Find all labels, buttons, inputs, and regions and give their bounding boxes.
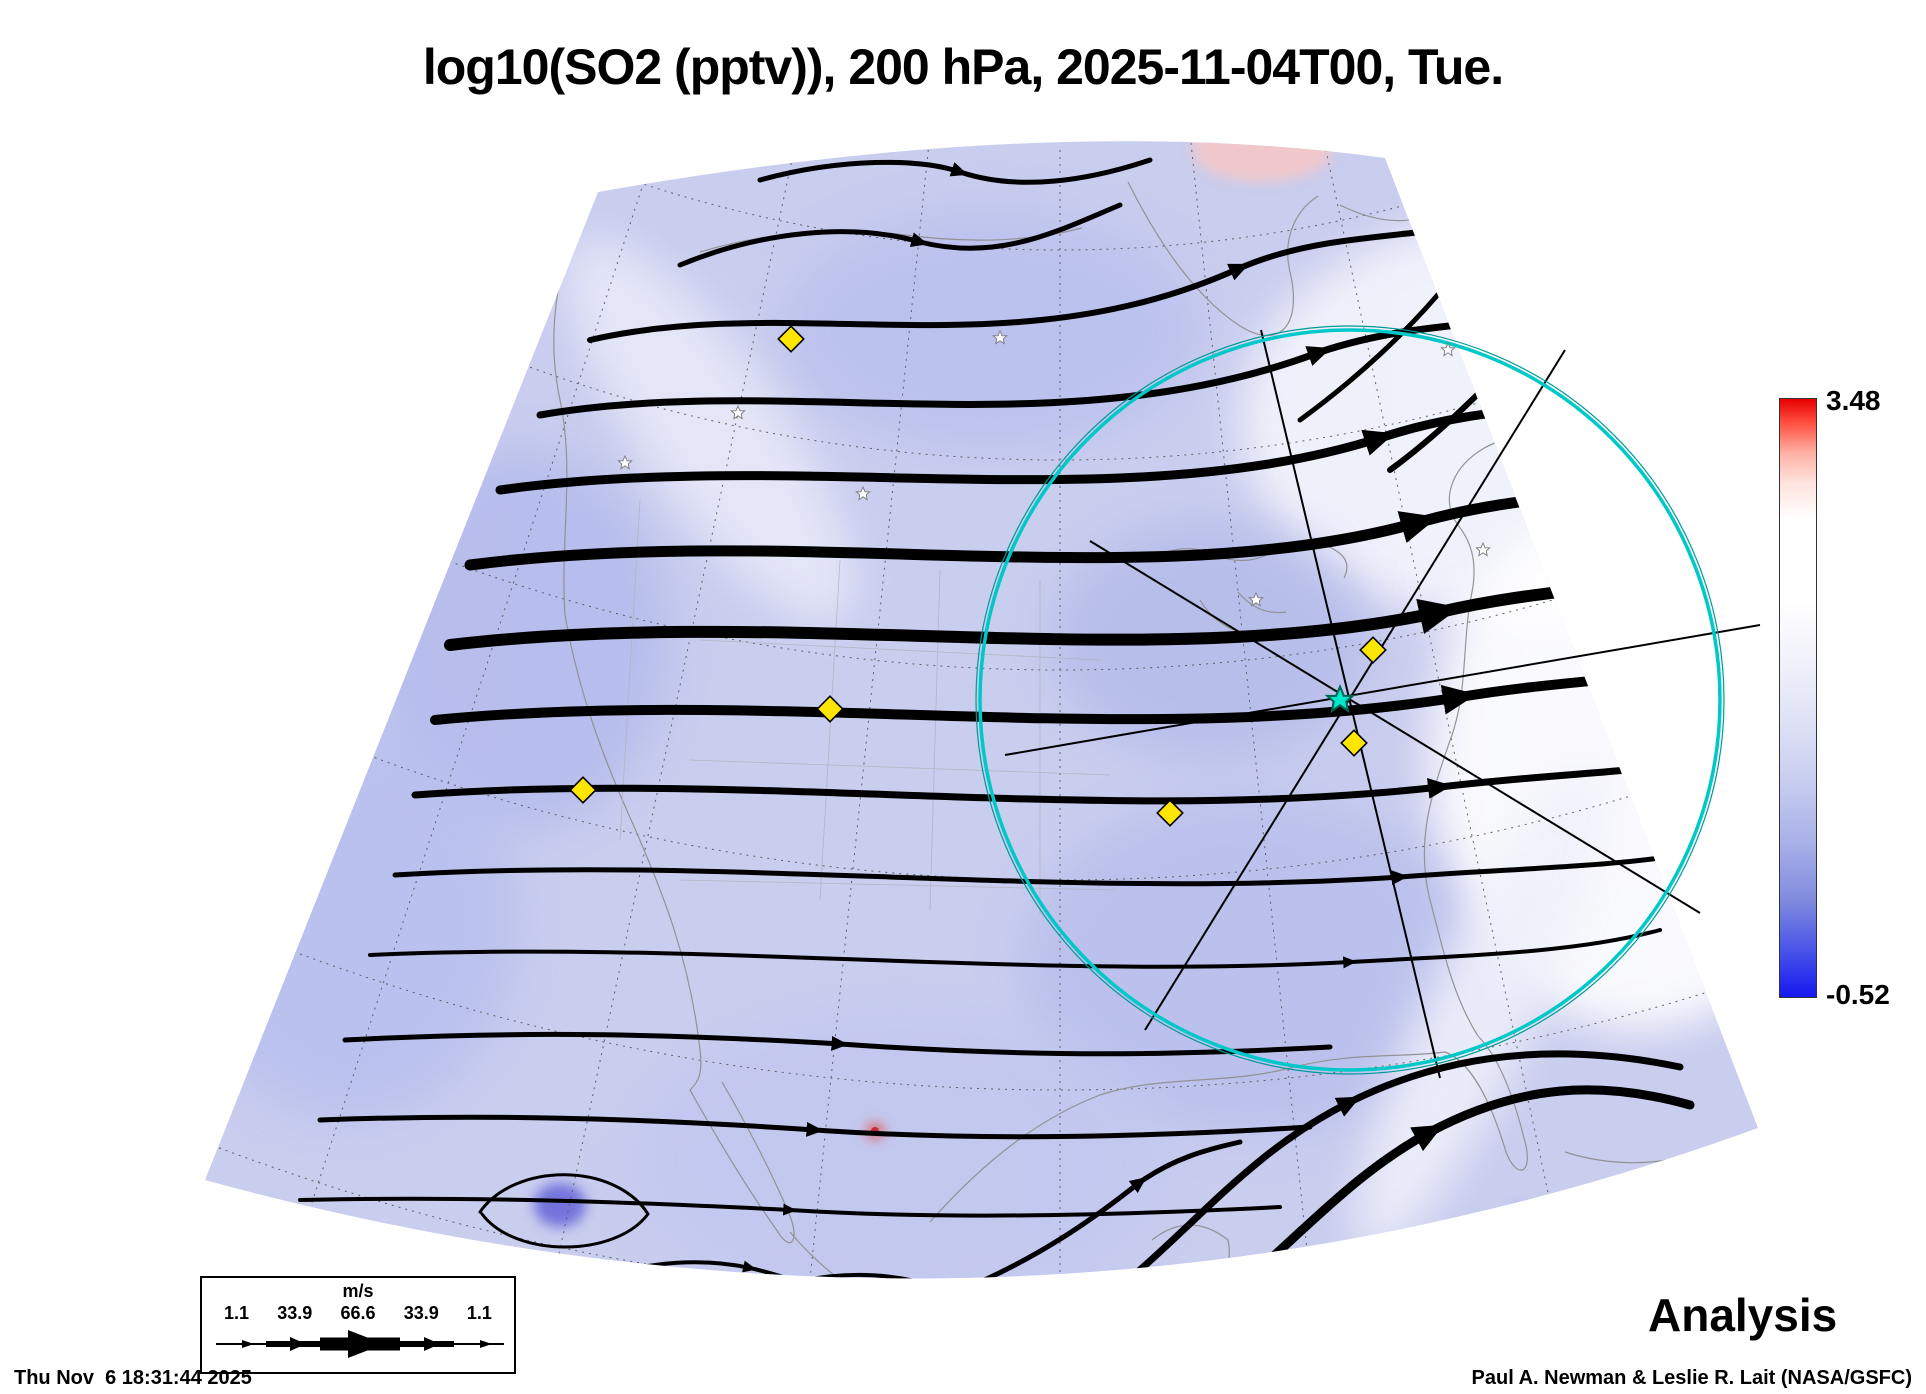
page-title: log10(SO2 (pptv)), 200 hPa, 2025-11-04T0…: [422, 39, 1504, 95]
wind-legend-title: m/s: [342, 1281, 374, 1301]
analysis-label: Analysis: [1648, 1289, 1838, 1341]
coastline-layer: [553, 181, 1669, 1279]
wind-legend-value: 1.1: [224, 1303, 250, 1323]
wind-legend-value: 66.6: [340, 1303, 376, 1323]
generation-timestamp: Thu Nov 6 18:31:44 2025: [14, 1367, 252, 1389]
center-star-icon: [1324, 684, 1356, 714]
wind-legend-value: 33.9: [403, 1303, 439, 1323]
wind-legend-value: 1.1: [466, 1303, 492, 1323]
credit-line: Paul A. Newman & Leslie R. Lait (NASA/GS…: [1471, 1367, 1912, 1389]
wind-legend-value: 33.9: [277, 1303, 313, 1323]
wind-legend-values: 1.1 33.9 66.6 33.9 1.1: [202, 1302, 514, 1324]
wind-legend-arrow-icon: [216, 1330, 504, 1358]
colorbar-max-label: 3.48: [1826, 385, 1881, 416]
cross-section-lines: [1004, 329, 1761, 1079]
graticule-layer: [205, 141, 1758, 1279]
colorbar: 3.48 -0.52: [1779, 385, 1890, 1010]
range-circle-edge: [975, 325, 1725, 1075]
colorbar-min-label: -0.52: [1826, 979, 1890, 1010]
wind-speed-legend: m/s 1.1 33.9 66.6 33.9 1.1: [200, 1276, 516, 1374]
range-circle: [978, 328, 1722, 1072]
